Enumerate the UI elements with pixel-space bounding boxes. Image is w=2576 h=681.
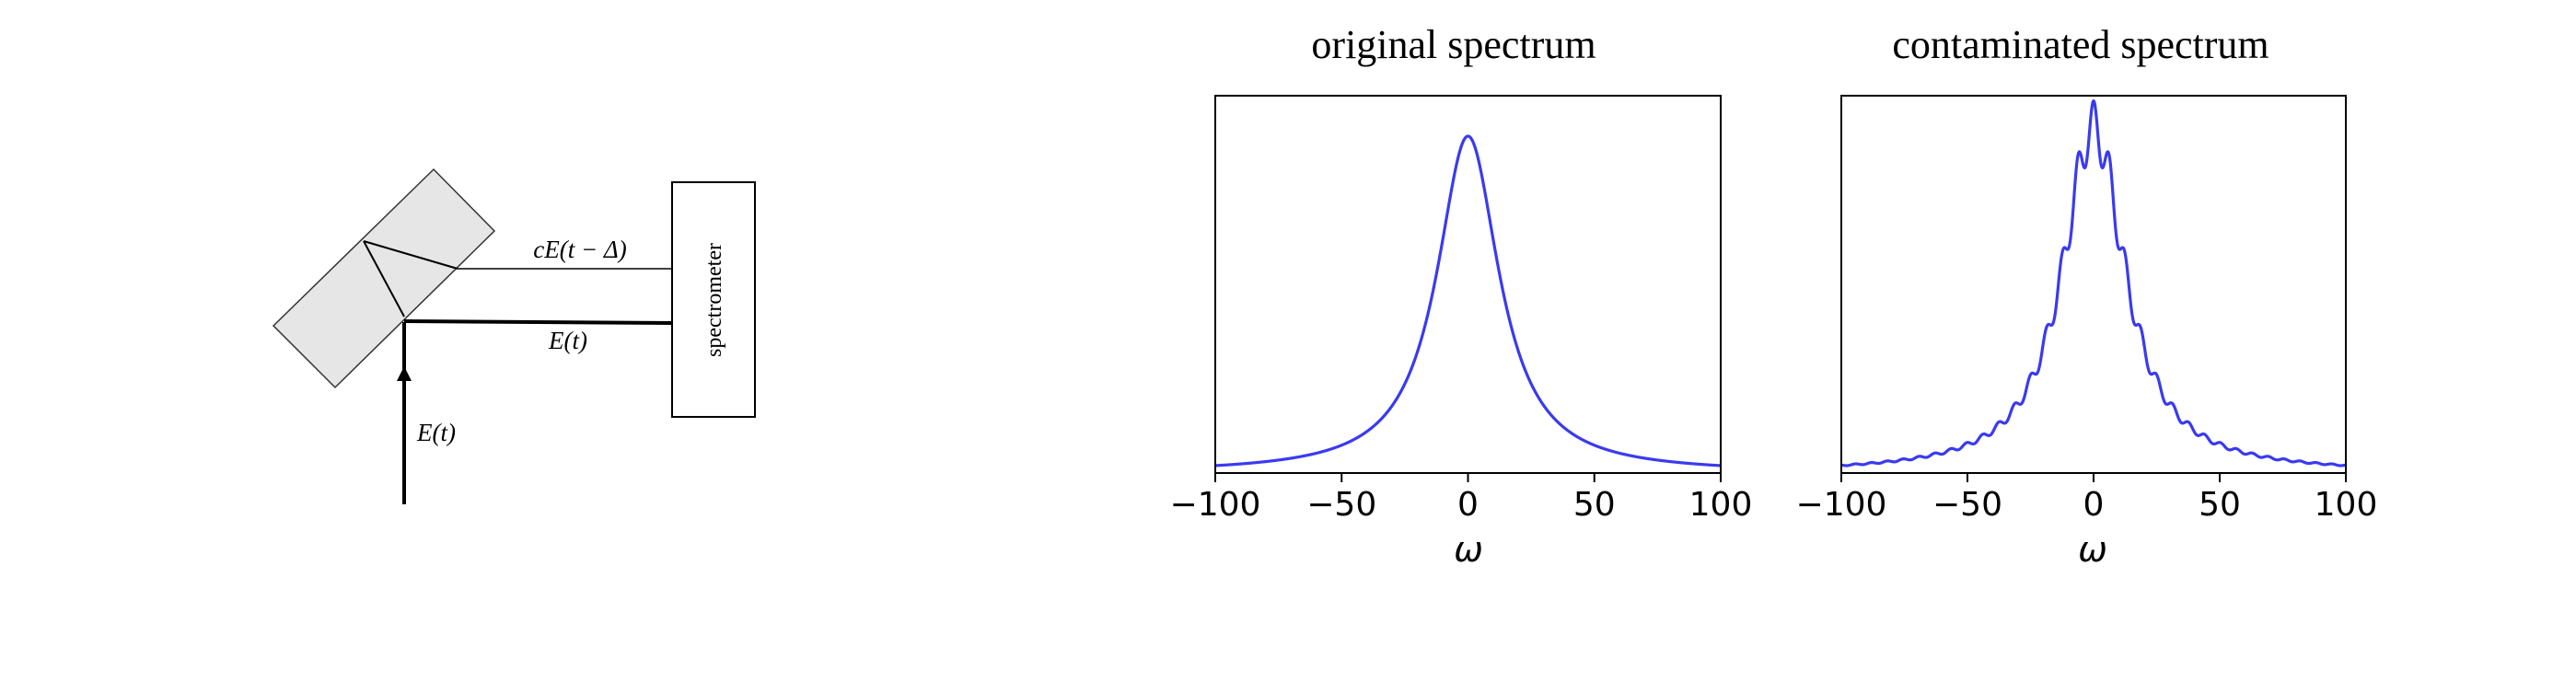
x-tick-label: −100 (1796, 486, 1887, 524)
chart-original-spectrum: original spectrum −100 −50 0 50 100 ω (1170, 22, 1753, 570)
axes-frame (1214, 95, 1722, 474)
plot-area: −100 −50 0 50 100 (1796, 95, 2378, 524)
spectrometer-label: spectrometer (702, 243, 726, 357)
transmitted-beam (403, 319, 673, 325)
setup-diagram: spectrometer cE(t − Δ) E(t) E(t) (272, 167, 756, 504)
x-tick-label: 50 (1573, 486, 1616, 524)
x-tick-label: −50 (1932, 486, 2002, 524)
x-tick-label: 100 (1689, 486, 1753, 524)
input-beam-label: E(t) (416, 419, 456, 446)
internal-ray-2 (363, 240, 458, 270)
chart-contaminated-spectrum: contaminated spectrum −100 −50 0 50 100 ω (1796, 22, 2378, 570)
x-tick-label: −100 (1170, 486, 1261, 524)
internal-ray-1 (363, 240, 405, 317)
chart-title: original spectrum (1311, 22, 1595, 67)
x-tick-label: 0 (2083, 486, 2105, 524)
x-axis-label: ω (1454, 529, 1483, 570)
transmitted-beam-label: E(t) (548, 327, 587, 354)
chart-title: contaminated spectrum (1892, 22, 2269, 67)
axes-frame (1840, 95, 2347, 474)
plot-area: −100 −50 0 50 100 (1170, 95, 1753, 524)
series-line (1840, 98, 2347, 467)
x-tick-label: 0 (1457, 486, 1479, 524)
x-tick-label: −50 (1306, 486, 1376, 524)
reflected-beam-label: cE(t − Δ) (533, 236, 627, 263)
x-tick-label: 50 (2199, 486, 2241, 524)
x-axis-label: ω (2078, 529, 2107, 570)
series-line (1214, 134, 1722, 467)
spectrometer-box (671, 181, 756, 418)
x-tick-label: 100 (2315, 486, 2378, 524)
input-beam-arrowhead (397, 366, 412, 381)
